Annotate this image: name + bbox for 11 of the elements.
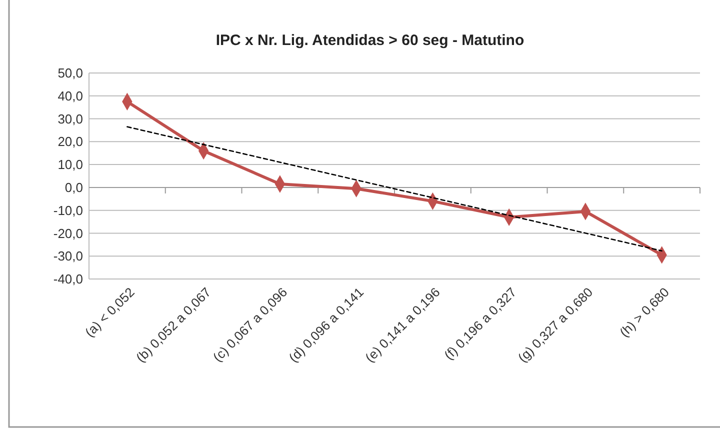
y-tick-label: 40,0 bbox=[58, 88, 83, 104]
y-tick-label: -40,0 bbox=[53, 272, 83, 287]
y-tick-label: 10,0 bbox=[58, 157, 83, 172]
y-tick-label: -10,0 bbox=[53, 202, 83, 218]
y-tick-label: 0,0 bbox=[64, 180, 83, 195]
y-tick-label: 20,0 bbox=[58, 134, 83, 150]
y-tick-label: -20,0 bbox=[53, 226, 83, 241]
chart-title: IPC x Nr. Lig. Atendidas > 60 seg - Matutino bbox=[216, 32, 524, 49]
y-tick-label: -30,0 bbox=[53, 248, 83, 264]
y-tick-label: 50,0 bbox=[58, 66, 83, 81]
y-tick-label: 30,0 bbox=[58, 111, 83, 126]
